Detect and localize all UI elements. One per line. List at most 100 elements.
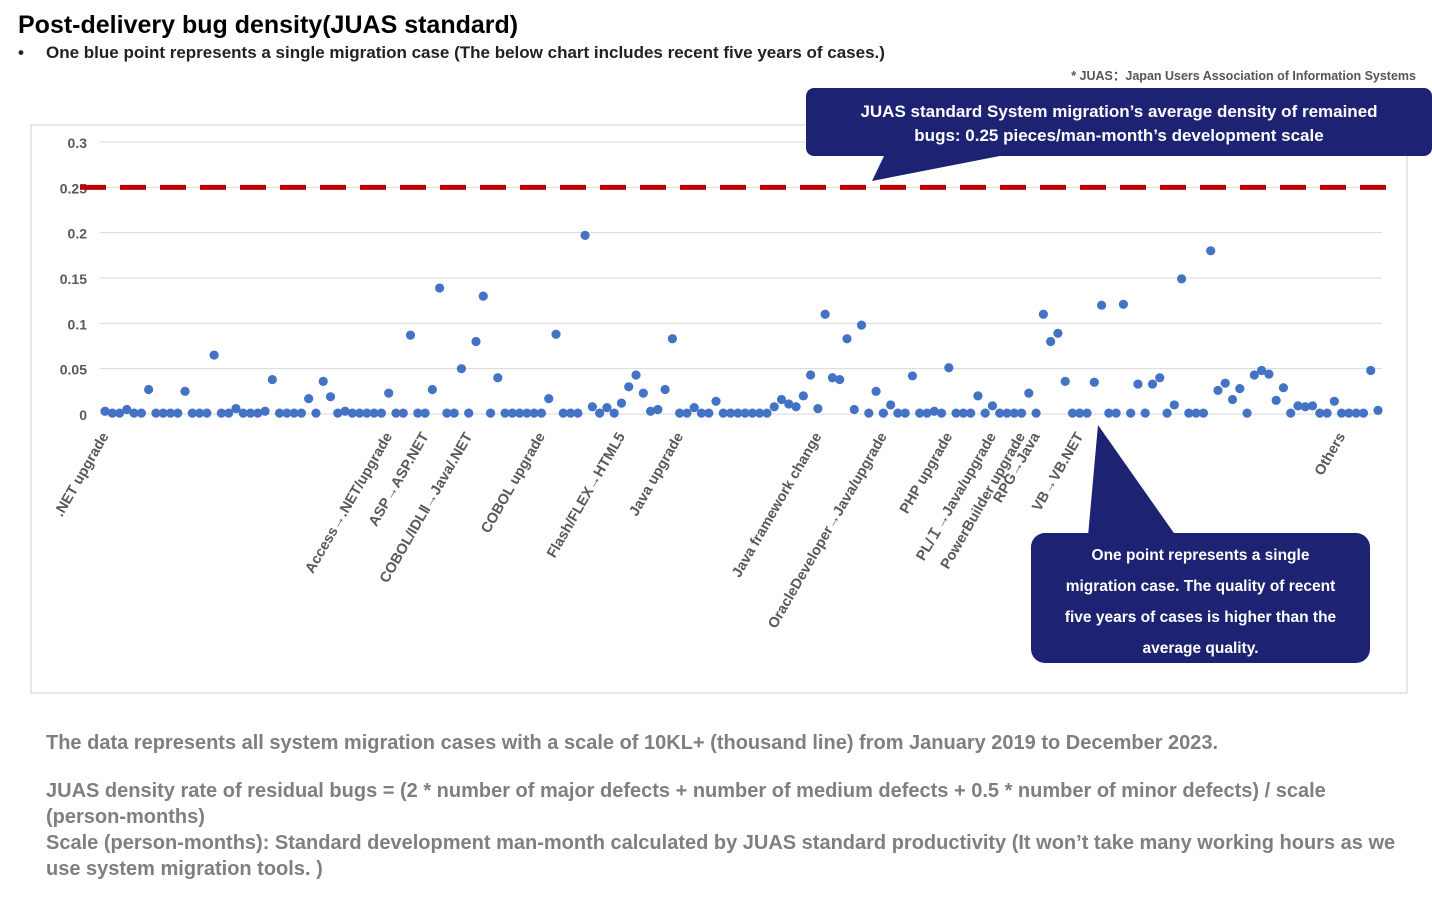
data-point xyxy=(267,374,277,385)
data-point xyxy=(856,320,867,330)
data-point xyxy=(485,408,496,418)
data-point xyxy=(544,393,554,404)
data-point xyxy=(311,408,321,418)
data-point xyxy=(733,408,743,418)
data-point xyxy=(173,408,183,418)
y-tick-label: 0.15 xyxy=(60,271,87,287)
data-point xyxy=(1300,402,1310,412)
data-point xyxy=(165,408,176,418)
data-point xyxy=(260,406,270,416)
data-point xyxy=(435,283,445,293)
data-point xyxy=(1293,401,1303,411)
data-point xyxy=(384,388,394,398)
data-point xyxy=(791,402,801,412)
data-point xyxy=(893,408,903,418)
data-point xyxy=(100,406,110,416)
data-point xyxy=(907,371,918,381)
data-point xyxy=(1038,309,1048,319)
data-scope-note: The data represents all system migration… xyxy=(46,732,1219,754)
data-point xyxy=(136,408,146,418)
data-point xyxy=(1198,408,1209,418)
data-point xyxy=(369,408,379,418)
data-point xyxy=(325,392,336,402)
page-title: Post-delivery bug density(JUAS standard) xyxy=(18,11,519,39)
data-point xyxy=(871,386,881,396)
data-point xyxy=(1104,408,1114,418)
data-point xyxy=(551,329,561,339)
data-point xyxy=(653,404,663,415)
data-point xyxy=(456,364,467,374)
data-point xyxy=(1111,408,1121,418)
data-point xyxy=(1184,408,1194,418)
data-point xyxy=(645,406,656,416)
callout-pointers xyxy=(872,154,1176,536)
data-point xyxy=(1206,246,1216,256)
callout-line: One point represents a single xyxy=(1091,547,1310,564)
data-point xyxy=(1118,299,1128,309)
data-point xyxy=(842,334,852,344)
data-point xyxy=(1067,408,1078,418)
data-point xyxy=(769,402,779,412)
data-point xyxy=(1096,300,1107,310)
data-point xyxy=(238,408,248,418)
data-point xyxy=(747,408,758,418)
data-point xyxy=(493,373,503,383)
juas-standard-callout: JUAS standard System migration’s average… xyxy=(806,88,1432,156)
scale-note: Scale (person-months): Standard developm… xyxy=(46,832,1396,880)
data-point xyxy=(936,408,947,418)
x-category-label: Java upgrade xyxy=(627,430,688,519)
x-category-label: Flash/FLEX→HTML5 xyxy=(544,430,629,561)
data-point xyxy=(616,398,627,408)
data-point xyxy=(405,330,416,340)
data-point xyxy=(194,408,205,418)
data-point xyxy=(667,334,677,344)
data-point xyxy=(696,408,707,418)
data-point xyxy=(289,408,299,418)
data-point xyxy=(609,408,619,418)
y-axis: 0 0.05 0.1 0.15 0.2 0.25 0.3 xyxy=(60,135,87,423)
data-point xyxy=(1140,408,1150,418)
data-point xyxy=(1264,369,1274,379)
y-tick-label: 0.05 xyxy=(60,362,87,378)
data-point xyxy=(1089,377,1099,387)
data-point xyxy=(449,408,459,418)
data-point xyxy=(420,408,430,418)
gridlines xyxy=(100,141,1382,415)
data-point xyxy=(282,408,292,418)
data-point xyxy=(1060,376,1070,386)
data-point xyxy=(820,309,830,319)
data-point xyxy=(304,393,314,404)
data-point xyxy=(224,408,234,418)
callout-line: average quality. xyxy=(1142,640,1259,657)
data-point xyxy=(835,374,845,385)
data-point xyxy=(500,408,510,418)
data-point xyxy=(1213,385,1223,396)
data-point xyxy=(1235,384,1245,394)
data-point xyxy=(762,408,772,418)
data-point xyxy=(558,408,568,418)
data-point xyxy=(849,404,859,415)
data-point xyxy=(1162,408,1172,418)
data-point xyxy=(1176,274,1187,284)
data-point xyxy=(864,408,874,418)
data-point xyxy=(391,408,401,418)
data-point xyxy=(1147,379,1158,389)
data-point xyxy=(151,408,161,418)
y-tick-label: 0.2 xyxy=(68,226,88,242)
data-point xyxy=(413,408,423,418)
data-point xyxy=(631,370,641,380)
data-point xyxy=(776,394,787,405)
bullet-icon: • xyxy=(18,43,24,62)
data-point xyxy=(129,408,139,418)
data-point xyxy=(355,408,365,418)
data-point xyxy=(522,408,532,418)
data-point xyxy=(1016,408,1027,418)
data-point xyxy=(1075,408,1085,418)
data-point xyxy=(1373,405,1383,415)
formula-note: JUAS density rate of residual bugs = (2 … xyxy=(46,780,1326,828)
data-point xyxy=(660,384,670,395)
data-point xyxy=(231,403,241,414)
data-point xyxy=(806,370,816,380)
data-point xyxy=(515,408,525,418)
data-point xyxy=(725,408,736,418)
